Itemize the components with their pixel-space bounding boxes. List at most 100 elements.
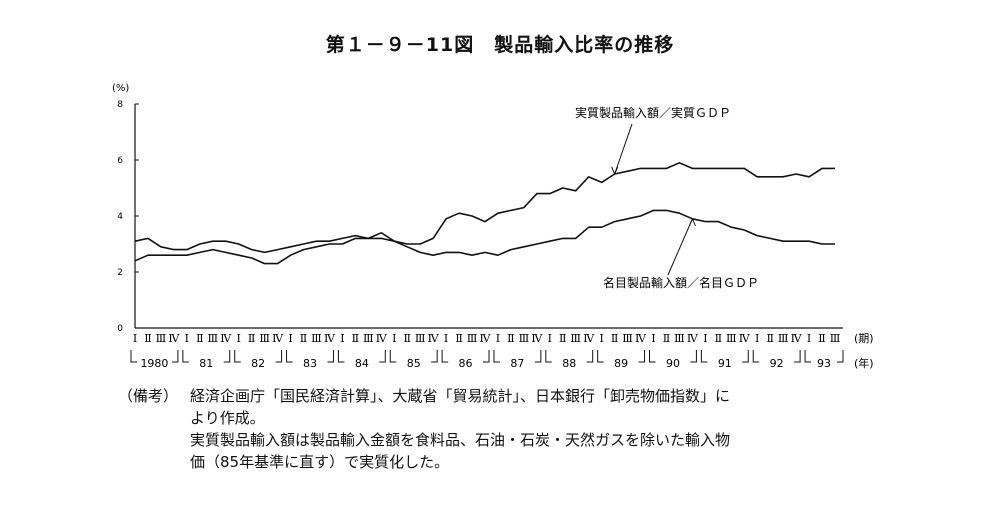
annotation-leader-line — [614, 123, 633, 175]
series-line-1 — [134, 209, 835, 256]
quarter-label: Ⅲ — [363, 332, 374, 345]
quarter-label: Ⅳ — [168, 332, 180, 345]
year-bracket-right — [534, 350, 542, 363]
y-tick-label: 2 — [117, 268, 123, 278]
year-bracket-left — [493, 350, 500, 363]
notes-label: （備考） — [118, 387, 179, 405]
quarter-label: Ⅱ — [766, 332, 773, 345]
quarter-label: Ⅰ — [703, 332, 707, 345]
year-label: 87 — [510, 357, 524, 370]
year-bracket-left — [545, 350, 552, 363]
quarter-label: Ⅳ — [428, 332, 440, 345]
quarter-label: Ⅲ — [622, 332, 633, 345]
quarter-label: Ⅱ — [248, 332, 255, 345]
quarter-label: Ⅲ — [674, 332, 685, 345]
year-bracket-left — [597, 350, 604, 363]
quarter-label: Ⅳ — [687, 332, 699, 345]
quarter-label: Ⅳ — [220, 332, 232, 345]
quarter-label: Ⅰ — [651, 332, 655, 345]
notes: （備考） 経済企画庁「国民経済計算」、大蔵省「貿易統計」、日本銀行「卸売物価指数… — [118, 385, 878, 473]
note-line: 実質製品輸入額は製品輸入金額を食料品、石油・石炭・天然ガスを除いた輸入物 — [190, 431, 731, 449]
quarter-label: Ⅰ — [185, 332, 189, 345]
year-bracket-right — [431, 350, 438, 363]
quarter-label: Ⅰ — [133, 332, 137, 345]
year-label: 84 — [355, 357, 369, 370]
annotation-leader-line — [667, 218, 693, 276]
year-bracket-right — [742, 350, 749, 363]
quarter-label: Ⅱ — [144, 332, 151, 345]
quarter-label: Ⅳ — [324, 332, 336, 345]
year-label: 92 — [770, 357, 784, 370]
quarter-label: Ⅲ — [830, 332, 841, 345]
year-bracket-right — [171, 350, 179, 363]
year-label: 85 — [407, 357, 421, 370]
quarter-label: Ⅲ — [570, 332, 581, 345]
quarter-label: Ⅲ — [156, 332, 167, 345]
note-line: より作成。 — [190, 409, 265, 427]
quarter-label: Ⅳ — [583, 332, 595, 345]
quarter-label: Ⅲ — [415, 332, 426, 345]
series-label-1: 名目製品輸入額／名目ＧＤＰ — [603, 275, 759, 290]
quarter-label: Ⅰ — [237, 332, 241, 345]
year-label: 86 — [459, 357, 473, 370]
note-line: 価（85年基準に直す）で実質化した。 — [190, 453, 450, 471]
year-bracket-left — [804, 350, 812, 363]
year-label: 90 — [666, 357, 680, 370]
year-label: 91 — [718, 357, 732, 370]
y-tick-label: 4 — [117, 212, 123, 222]
quarter-label: Ⅱ — [196, 332, 203, 345]
year-label: 93 — [817, 357, 831, 370]
quarter-label: Ⅳ — [531, 332, 543, 345]
year-bracket-right — [794, 350, 801, 363]
y-tick-label: 0 — [117, 324, 123, 334]
year-bracket-right — [275, 350, 283, 363]
year-bracket-left — [700, 350, 708, 363]
year-label: 89 — [614, 357, 628, 370]
quarter-label: Ⅰ — [444, 332, 448, 345]
year-label: 88 — [562, 357, 576, 370]
quarter-label: Ⅰ — [288, 332, 292, 345]
year-bracket-right — [690, 350, 697, 363]
year-unit: (年) — [854, 356, 874, 370]
series-label-0: 実質製品輸入額／実質ＧＤＰ — [575, 105, 731, 120]
year-bracket-left — [286, 350, 293, 363]
quarter-label: Ⅲ — [726, 332, 737, 345]
year-label: 1980 — [140, 357, 168, 370]
quarter-label: Ⅰ — [548, 332, 552, 345]
quarter-label: Ⅱ — [611, 332, 618, 345]
y-tick-label: 6 — [117, 156, 123, 166]
quarter-label: Ⅱ — [559, 332, 566, 345]
year-bracket-left — [389, 350, 397, 363]
quarter-label: Ⅱ — [455, 332, 462, 345]
year-bracket-right — [223, 350, 231, 363]
quarter-label: Ⅰ — [755, 332, 759, 345]
annotation-arrowhead — [611, 166, 619, 175]
quarter-label: Ⅳ — [739, 332, 751, 345]
period-unit: (期) — [854, 332, 874, 345]
year-bracket-right — [327, 350, 334, 363]
year-label: 82 — [251, 357, 265, 370]
quarter-label: Ⅱ — [715, 332, 722, 345]
year-bracket-right — [638, 350, 646, 363]
year-bracket-left — [649, 350, 656, 363]
chart-title: 第１－９－11図 製品輸入比率の推移 — [325, 34, 675, 56]
quarter-label: Ⅱ — [663, 332, 670, 345]
year-bracket-left — [130, 350, 137, 363]
year-bracket-right — [379, 350, 386, 363]
quarter-label: Ⅲ — [519, 332, 530, 345]
quarter-label: Ⅰ — [340, 332, 344, 345]
y-axis-unit: (%) — [112, 83, 129, 94]
quarter-label: Ⅲ — [778, 332, 789, 345]
quarter-label: Ⅰ — [496, 332, 500, 345]
quarter-label: Ⅱ — [403, 332, 410, 345]
year-label: 83 — [303, 357, 317, 370]
year-bracket-left — [752, 350, 760, 363]
quarter-label: Ⅰ — [807, 332, 811, 345]
year-bracket-right — [586, 350, 594, 363]
series-layer — [134, 162, 835, 265]
year-bracket-right — [837, 350, 844, 363]
quarter-label: Ⅱ — [352, 332, 359, 345]
year-bracket-left — [441, 350, 449, 363]
annotation-arrowhead — [688, 218, 696, 226]
